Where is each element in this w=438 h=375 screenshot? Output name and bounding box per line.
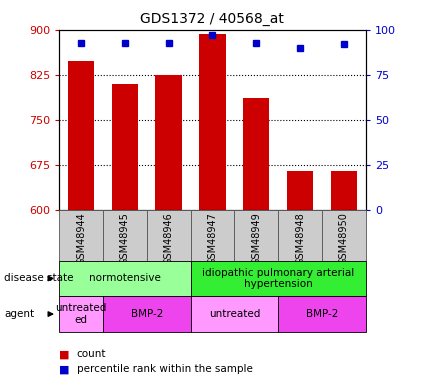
Text: GSM48950: GSM48950: [339, 213, 349, 266]
Text: untreated
ed: untreated ed: [55, 303, 107, 325]
Bar: [278, 296, 366, 332]
Text: GSM48949: GSM48949: [251, 213, 261, 265]
Bar: [147, 210, 191, 261]
Text: percentile rank within the sample: percentile rank within the sample: [77, 364, 253, 374]
Bar: [103, 296, 191, 332]
Text: GSM48945: GSM48945: [120, 213, 130, 266]
Text: GSM48944: GSM48944: [76, 213, 86, 265]
Text: GSM48946: GSM48946: [164, 213, 173, 265]
Bar: [191, 261, 366, 296]
Bar: [155, 75, 182, 210]
Text: count: count: [77, 350, 106, 359]
Bar: [191, 296, 278, 332]
Bar: [199, 34, 226, 210]
Bar: [59, 296, 103, 332]
Bar: [68, 61, 94, 210]
Bar: [59, 261, 191, 296]
Bar: [331, 171, 357, 210]
Title: GDS1372 / 40568_at: GDS1372 / 40568_at: [141, 12, 284, 26]
Text: GSM48948: GSM48948: [295, 213, 305, 265]
Bar: [322, 210, 366, 261]
Text: disease state: disease state: [4, 273, 74, 284]
Text: BMP-2: BMP-2: [306, 309, 338, 319]
Bar: [234, 210, 278, 261]
Bar: [112, 84, 138, 210]
Bar: [103, 210, 147, 261]
Bar: [59, 210, 103, 261]
Text: normotensive: normotensive: [89, 273, 161, 284]
Text: untreated: untreated: [208, 309, 260, 319]
Text: idiopathic pulmonary arterial
hypertension: idiopathic pulmonary arterial hypertensi…: [202, 268, 354, 289]
Bar: [278, 210, 322, 261]
Bar: [191, 210, 234, 261]
Text: agent: agent: [4, 309, 35, 319]
Text: ■: ■: [59, 350, 70, 359]
Text: ■: ■: [59, 364, 70, 374]
Text: BMP-2: BMP-2: [131, 309, 163, 319]
Bar: [287, 171, 313, 210]
Bar: [243, 98, 269, 210]
Text: GSM48947: GSM48947: [208, 213, 217, 266]
